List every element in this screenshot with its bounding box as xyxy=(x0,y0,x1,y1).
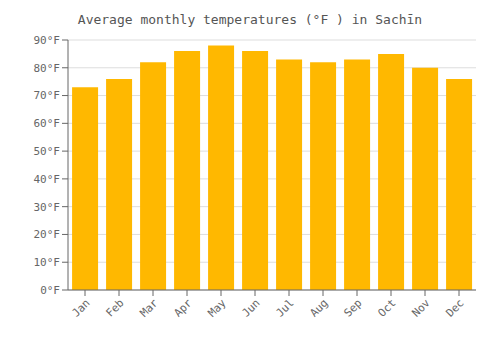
svg-text:Feb: Feb xyxy=(103,296,126,319)
html-text:Average monthly temperatures (: Average monthly temperatures (°F ) in Sa… xyxy=(77,12,423,27)
svg-text:80°F: 80°F xyxy=(34,62,61,75)
svg-text:0°F: 0°F xyxy=(40,284,60,297)
svg-text:Dec: Dec xyxy=(443,296,466,319)
svg-text:50°F: 50°F xyxy=(34,145,61,158)
svg-text:May: May xyxy=(205,296,229,320)
svg-text:70°F: 70°F xyxy=(34,89,61,102)
svg-text:60°F: 60°F xyxy=(34,117,61,130)
svg-text:Aug: Aug xyxy=(307,296,330,319)
svg-text:20°F: 20°F xyxy=(34,228,61,241)
svg-text:Sep: Sep xyxy=(341,296,364,319)
svg-text:40°F: 40°F xyxy=(34,173,61,186)
svg-text:Mar: Mar xyxy=(137,296,161,320)
svg-text:90°F: 90°F xyxy=(34,34,61,47)
svg-text:Jul: Jul xyxy=(273,296,296,319)
svg-text:Jun: Jun xyxy=(239,296,262,319)
svg-text:Nov: Nov xyxy=(409,296,433,320)
svg-text:10°F: 10°F xyxy=(34,256,61,269)
svg-text:Oct: Oct xyxy=(375,296,398,319)
svg-text:30°F: 30°F xyxy=(34,201,61,214)
svg-text:Apr: Apr xyxy=(171,296,195,320)
svg-text:Jan: Jan xyxy=(69,296,92,319)
